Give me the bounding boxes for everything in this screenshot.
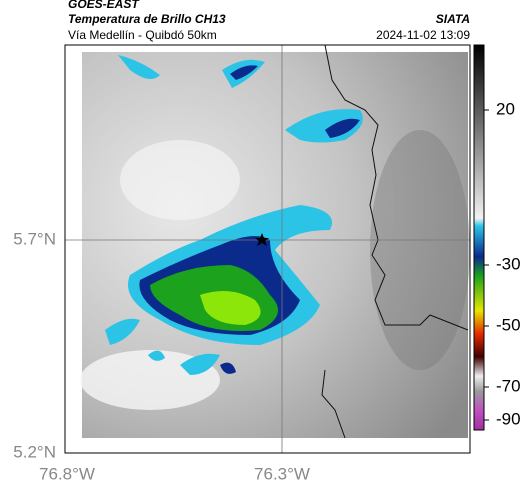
lon-label: 76.8°W	[39, 464, 95, 483]
org-label: SIATA	[436, 12, 470, 26]
colorbar	[473, 44, 485, 431]
title: Temperatura de Brillo CH13	[68, 12, 226, 26]
subtitle: Vía Medellín - Quibdó 50km	[68, 28, 217, 42]
colorbar-tick-label: 20	[496, 99, 515, 118]
city-marker	[255, 233, 269, 246]
colorbar-tick-label: -70	[496, 376, 521, 395]
colorbar-tick-label: -90	[496, 409, 521, 428]
lat-label: 5.7°N	[13, 229, 56, 248]
colorbar-tick-label: -50	[496, 315, 521, 334]
map-frame	[64, 44, 471, 454]
lat-label: 5.2°N	[13, 442, 56, 461]
datetime: 2024-11-02 13:09	[376, 28, 470, 42]
colorbar-tick-label: -30	[496, 254, 521, 273]
borders	[321, 44, 469, 439]
cloud-layer	[80, 55, 470, 410]
source-label: GOES-EAST	[68, 0, 140, 11]
lon-label: 76.3°W	[254, 464, 310, 483]
